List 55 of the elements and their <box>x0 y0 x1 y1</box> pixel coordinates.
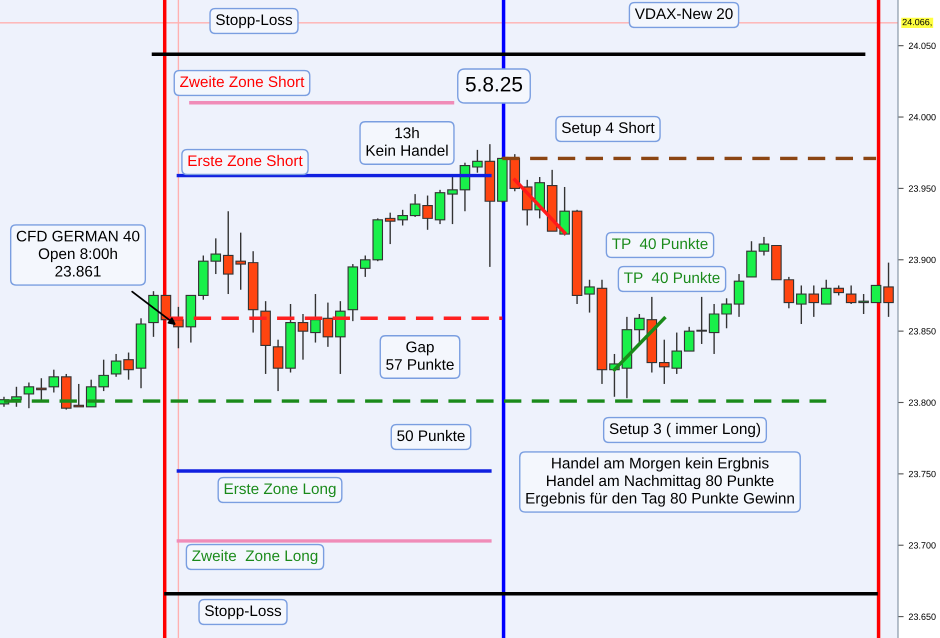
candlestick <box>36 378 47 402</box>
ref-line-label: 24.066, <box>902 18 932 26</box>
y-tick-label: 24.000 <box>908 114 936 120</box>
candlestick <box>796 284 807 325</box>
y-tick-label: 23.800 <box>908 399 936 406</box>
candlestick <box>684 326 694 352</box>
candlestick <box>784 276 794 309</box>
annotation: Stopp-Loss <box>216 14 292 28</box>
candlestick <box>820 279 832 305</box>
y-tick-label: 23.950 <box>908 185 936 192</box>
candlestick <box>397 209 408 226</box>
annotation: CFD GERMAN 40 Open 8:00h 23.861 <box>16 230 140 277</box>
candlestick <box>73 383 84 408</box>
candlestick <box>410 193 420 218</box>
candlestick <box>110 353 122 378</box>
candlestick <box>634 313 645 345</box>
annotation: 13h Kein Handel <box>366 127 448 156</box>
candlestick <box>322 302 334 348</box>
annotation: Erste Zone Long <box>224 483 336 498</box>
y-tick-label: 23.900 <box>908 256 936 264</box>
candlestick <box>671 332 682 375</box>
candlestick <box>708 303 720 355</box>
y-tick-label: 23.750 <box>908 470 936 478</box>
annotation: Handel am Morgen kein Ergbnis Handel am Nachmittag 80 Punkte Ergebnis für den Tag 80 Punkte Gewinn <box>526 457 794 507</box>
candlestick <box>360 254 371 278</box>
annotation: Erste Zone Short <box>188 154 303 166</box>
candlestick <box>472 149 483 174</box>
y-tick-label: 23.700 <box>908 542 936 549</box>
y-tick-label: 23.850 <box>908 328 936 334</box>
candlestick <box>235 232 246 290</box>
annotation: Setup 4 Short <box>562 122 655 136</box>
candlestick <box>696 296 707 345</box>
annotation: TP 40 Punkte <box>624 272 720 284</box>
annotation: Setup 3 ( immer Long) <box>610 422 760 438</box>
annotation: Zweite Zone Long <box>192 550 318 564</box>
annotation: VDAX-New 20 <box>634 8 733 20</box>
candlestick <box>384 212 396 245</box>
y-tick-label: 24.050 <box>908 42 936 50</box>
annotation: TP 40 Punkte <box>612 238 708 250</box>
candlestick <box>658 339 670 385</box>
annotation: Stopp-Loss <box>205 605 282 620</box>
candlestick <box>858 293 869 315</box>
candlestick <box>48 368 60 394</box>
annotation: 5.8.25 <box>466 76 522 92</box>
candlestick <box>833 284 844 296</box>
candlestick <box>24 382 34 409</box>
annotation: Zweite Zone Short <box>180 76 304 88</box>
annotation: 50 Punkte <box>397 430 465 442</box>
candlestick <box>210 238 222 275</box>
y-tick-label: 23.650 <box>908 614 936 620</box>
candlestick <box>98 358 109 392</box>
annotation: Gap 57 Punkte <box>386 342 454 370</box>
candlestick <box>846 284 856 305</box>
candlestick <box>222 210 234 295</box>
candlestick <box>808 284 820 318</box>
